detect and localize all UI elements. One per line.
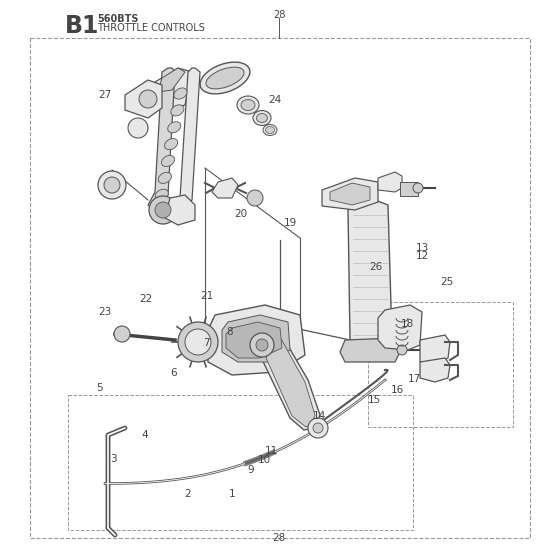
Text: 13: 13 [416, 242, 430, 253]
Text: THROTTLE CONTROLS: THROTTLE CONTROLS [97, 23, 205, 33]
Polygon shape [330, 183, 370, 205]
Ellipse shape [174, 88, 187, 99]
Ellipse shape [155, 189, 169, 200]
Text: 28: 28 [272, 533, 286, 543]
Circle shape [128, 118, 148, 138]
Ellipse shape [167, 122, 181, 133]
Polygon shape [208, 305, 305, 375]
Polygon shape [266, 337, 315, 427]
Circle shape [149, 196, 177, 224]
Polygon shape [226, 322, 282, 358]
Text: 4: 4 [141, 430, 148, 440]
Polygon shape [348, 200, 392, 352]
Circle shape [308, 418, 328, 438]
Polygon shape [378, 172, 402, 192]
Text: 27: 27 [99, 90, 112, 100]
Polygon shape [148, 68, 175, 210]
Text: 2: 2 [184, 489, 191, 499]
Text: 8: 8 [226, 327, 233, 337]
Text: 15: 15 [367, 395, 381, 405]
Text: 21: 21 [200, 291, 214, 301]
Text: 18: 18 [401, 319, 414, 329]
Ellipse shape [237, 96, 259, 114]
Text: 16: 16 [391, 385, 404, 395]
Ellipse shape [161, 156, 175, 166]
Circle shape [247, 190, 263, 206]
Text: 10: 10 [258, 455, 271, 465]
Ellipse shape [165, 138, 178, 150]
Polygon shape [322, 178, 378, 210]
Ellipse shape [171, 105, 184, 116]
Circle shape [114, 326, 130, 342]
Polygon shape [260, 332, 320, 430]
Ellipse shape [241, 100, 255, 110]
Ellipse shape [265, 127, 274, 133]
Circle shape [413, 183, 423, 193]
Circle shape [313, 423, 323, 433]
Text: 9: 9 [248, 465, 254, 475]
Text: 560BTS: 560BTS [97, 14, 138, 24]
Circle shape [104, 177, 120, 193]
Text: 12: 12 [416, 251, 430, 262]
Bar [368, 302, 513, 427]
Text: 11: 11 [265, 446, 278, 456]
Polygon shape [125, 80, 162, 118]
Text: 23: 23 [99, 307, 112, 318]
Circle shape [98, 171, 126, 199]
Circle shape [178, 322, 218, 362]
Ellipse shape [253, 110, 271, 125]
Ellipse shape [158, 172, 171, 184]
Circle shape [256, 339, 268, 351]
Text: 28: 28 [273, 10, 285, 20]
Bar [400, 182, 418, 196]
Text: 14: 14 [312, 410, 326, 421]
Text: 26: 26 [370, 262, 383, 272]
Text: 7: 7 [203, 338, 209, 348]
Text: 25: 25 [440, 277, 454, 287]
Text: 5: 5 [96, 382, 103, 393]
Circle shape [139, 90, 157, 108]
Polygon shape [155, 68, 192, 112]
Text: 3: 3 [110, 454, 116, 464]
Text: 22: 22 [139, 294, 152, 304]
Polygon shape [378, 305, 422, 350]
Circle shape [250, 333, 274, 357]
Ellipse shape [256, 114, 268, 123]
Polygon shape [222, 315, 290, 362]
Circle shape [397, 345, 407, 355]
Text: 19: 19 [283, 218, 297, 228]
Text: 20: 20 [234, 209, 248, 219]
Polygon shape [420, 358, 450, 382]
Polygon shape [158, 68, 185, 92]
Text: 1: 1 [229, 489, 236, 499]
Ellipse shape [206, 67, 244, 89]
Bar [68, 395, 413, 530]
Polygon shape [165, 195, 195, 225]
Text: 17: 17 [408, 374, 421, 384]
Text: B1: B1 [65, 14, 99, 38]
Polygon shape [340, 338, 400, 362]
Circle shape [185, 329, 211, 355]
Ellipse shape [200, 62, 250, 94]
Polygon shape [172, 68, 200, 212]
Bar [30, 38, 530, 538]
Polygon shape [212, 178, 238, 198]
Text: 6: 6 [170, 368, 177, 378]
Circle shape [155, 202, 171, 218]
Text: 24: 24 [268, 95, 281, 105]
Ellipse shape [263, 124, 277, 136]
Polygon shape [420, 335, 450, 365]
